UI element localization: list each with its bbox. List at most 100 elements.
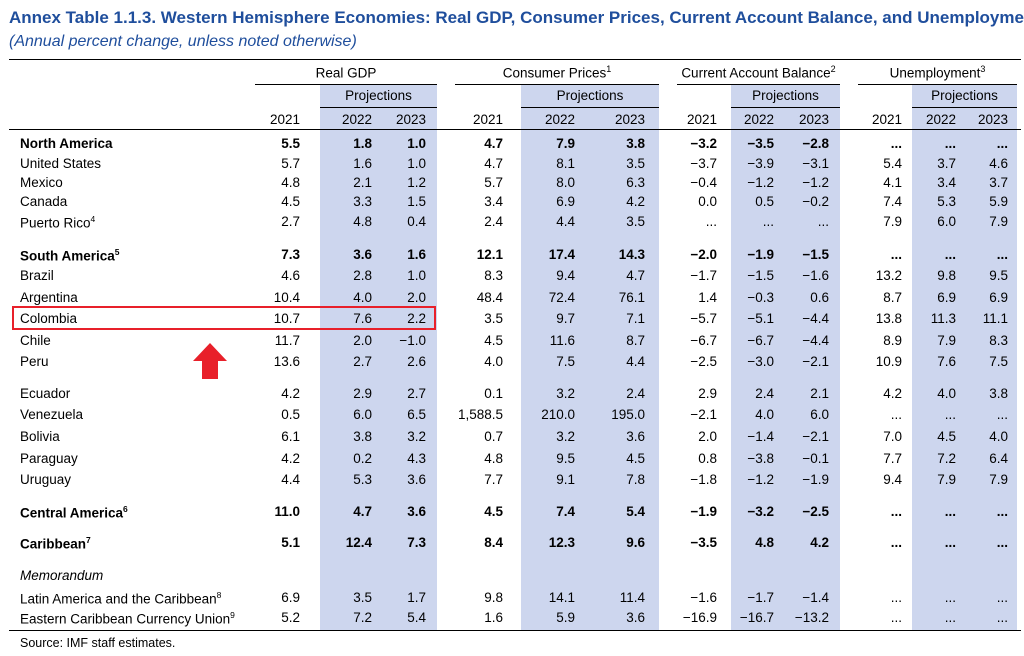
table-cell: 3.2 [407, 429, 426, 444]
table-cell: −2.5 [690, 354, 717, 369]
footnote-marker: 6 [123, 504, 128, 514]
table-cell: ... [996, 504, 1008, 519]
table-cell: 7.9 [883, 214, 902, 229]
table-cell: −16.7 [739, 610, 774, 625]
table-cell: 9.8 [484, 590, 503, 605]
table-cell: 7.7 [484, 472, 503, 487]
table-cell: 12.1 [476, 247, 503, 262]
row-label: Brazil [20, 268, 54, 283]
table-cell: ... [996, 610, 1008, 625]
table-row: Eastern Caribbean Currency Union9 5.2 7.2 5… [0, 608, 1024, 629]
table-cell: ... [890, 136, 902, 151]
table-cell: 2.8 [353, 268, 372, 283]
table-cell: −3.9 [747, 156, 774, 171]
footnote-marker: 8 [216, 590, 222, 600]
table-cell: −4.4 [802, 311, 829, 326]
row-label-text: Puerto Rico [20, 215, 91, 231]
table-cell: −0.4 [690, 175, 717, 190]
table-cell: −1.4 [747, 429, 774, 444]
table-cell: −6.7 [747, 333, 774, 348]
table-cell: 2.4 [626, 386, 645, 401]
year-header: 2021 [472, 112, 503, 127]
table-cell: −1.9 [690, 504, 717, 519]
table-cell: 13.6 [273, 354, 300, 369]
table-cell: 4.0 [755, 407, 774, 422]
group-rule [858, 84, 1017, 85]
row-label-text: North America [20, 136, 113, 151]
year-header: 2021 [269, 112, 300, 127]
table-cell: ... [890, 504, 902, 519]
table-cell: 9.4 [556, 268, 575, 283]
group-header-consumer-prices: Consumer Prices1 [502, 64, 612, 81]
table-cell: ... [944, 504, 956, 519]
table-cell: −1.9 [802, 472, 829, 487]
table-cell: 2.0 [353, 333, 372, 348]
table-cell: 0.0 [698, 194, 717, 209]
row-label: United States [20, 156, 101, 171]
table-cell: −1.2 [747, 472, 774, 487]
row-label-text: Central America [20, 505, 124, 521]
table-cell: 1.6 [407, 247, 426, 262]
table-cell: 5.7 [281, 156, 300, 171]
table-cell: 7.9 [556, 136, 575, 151]
table-cell: 1.2 [407, 175, 426, 190]
table-cell: 4.0 [353, 290, 372, 305]
table-cell: 1.6 [353, 156, 372, 171]
table-subtitle: (Annual percent change, unless noted oth… [9, 33, 357, 50]
table-cell: ... [996, 136, 1008, 151]
table-cell: 3.7 [937, 156, 956, 171]
table-cell: ... [996, 590, 1008, 605]
table-cell: 8.3 [989, 333, 1008, 348]
table-cell: −5.7 [690, 311, 717, 326]
table-cell: −6.7 [690, 333, 717, 348]
table-cell: 1.6 [484, 610, 503, 625]
year-header: 2023 [614, 112, 645, 127]
row-label-text: Mexico [20, 175, 63, 190]
table-cell: 5.1 [281, 535, 300, 550]
table-cell: 3.8 [353, 429, 372, 444]
row-label: Venezuela [20, 407, 83, 422]
table-cell: 4.7 [626, 268, 645, 283]
footnote-marker: 9 [230, 610, 235, 620]
table-cell: 3.7 [989, 175, 1008, 190]
table-cell: 4.4 [281, 472, 300, 487]
table-cell: 2.2 [407, 311, 426, 326]
table-cell: 6.3 [626, 175, 645, 190]
table-cell: −1.7 [690, 268, 717, 283]
table-cell: 4.1 [883, 175, 902, 190]
footnote-marker: 5 [114, 247, 120, 257]
table-cell: 3.6 [353, 247, 372, 262]
table-cell: 5.4 [626, 504, 645, 519]
table-cell: 6.9 [556, 194, 575, 209]
table-cell: 3.5 [353, 590, 372, 605]
table-row: Chile 11.7 2.0 −1.0 4.5 11.6 8.7 −6.7 −6.7 −4.4 8.… [0, 331, 1024, 352]
table-cell: 3.8 [989, 386, 1008, 401]
table-cell: 7.3 [407, 535, 426, 550]
table-cell: 4.7 [484, 136, 503, 151]
table-cell: 5.9 [989, 194, 1008, 209]
projection-rule [320, 107, 437, 108]
year-header: 2023 [798, 112, 829, 127]
table-cell: 3.5 [484, 311, 503, 326]
table-cell: 4.8 [281, 175, 300, 190]
table-cell: 2.7 [281, 214, 300, 229]
table-cell: 8.7 [626, 333, 645, 348]
row-label: Bolivia [20, 429, 60, 444]
table-cell: −3.0 [747, 354, 774, 369]
footnote-marker: 4 [90, 214, 96, 224]
table-cell: 2.0 [407, 290, 426, 305]
table-cell: −3.2 [690, 136, 717, 151]
table-cell: 8.3 [484, 268, 503, 283]
table-cell: 4.2 [883, 386, 902, 401]
table-cell: 10.4 [273, 290, 300, 305]
row-label-text: South America [20, 248, 115, 264]
table-cell: 3.6 [407, 472, 426, 487]
table-cell: 195.0 [611, 407, 645, 422]
table-title: Annex Table 1.1.3. Western Hemisphere Ec… [9, 8, 1024, 27]
table-cell: ... [996, 535, 1008, 550]
table-cell: 7.9 [989, 472, 1008, 487]
table-cell: −16.9 [682, 610, 717, 625]
row-label-text: Bolivia [20, 429, 60, 444]
table-cell: 6.0 [810, 407, 829, 422]
table-row: North America 5.5 1.8 1.0 4.7 7.9 3.8 −3.2 −3.5 −… [0, 134, 1024, 155]
